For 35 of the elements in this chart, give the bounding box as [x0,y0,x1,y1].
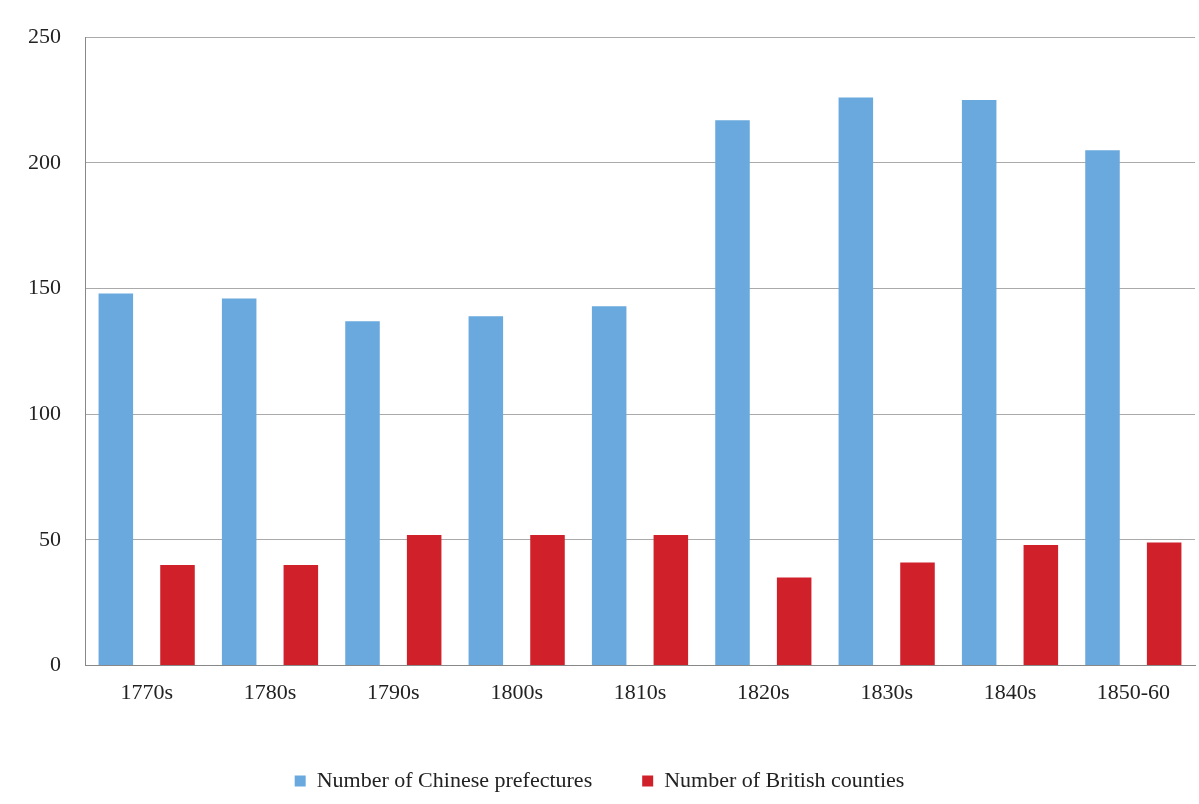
x-tick-label: 1810s [613,678,667,704]
x-tick-label: 1800s [490,678,543,704]
bar [221,298,257,666]
x-tick-label: 1830s [860,678,913,704]
bar [530,534,565,666]
x-tick-label: 1820s [737,678,790,704]
bar [1146,542,1182,666]
bar [345,321,380,666]
bar [160,565,195,666]
bar [961,100,997,666]
y-tick-label: 50 [39,525,61,551]
x-tick-label: 1790s [367,678,420,704]
bar [591,306,627,666]
bar [715,120,750,666]
bar [900,562,935,666]
bar [776,577,812,666]
x-tick-label: 1850-60 [1096,678,1170,704]
bar [1085,150,1120,666]
bar [98,293,134,666]
y-tick-label: 0 [50,651,61,677]
bar [838,97,874,666]
x-tick-label: 1770s [120,678,173,704]
bar [406,534,442,666]
y-tick-label: 150 [28,274,61,300]
legend-label: Number of Chinese prefectures [316,766,593,792]
bar [1023,544,1059,666]
bar [283,565,319,666]
y-tick-label: 200 [28,148,61,174]
x-tick-label: 1840s [983,678,1037,704]
y-tick-label: 100 [28,400,61,426]
x-tick-label: 1780s [243,678,297,704]
legend-label: Number of British counties [664,766,905,792]
bar [653,534,689,666]
bar [468,316,504,666]
y-tick-label: 250 [28,22,61,48]
